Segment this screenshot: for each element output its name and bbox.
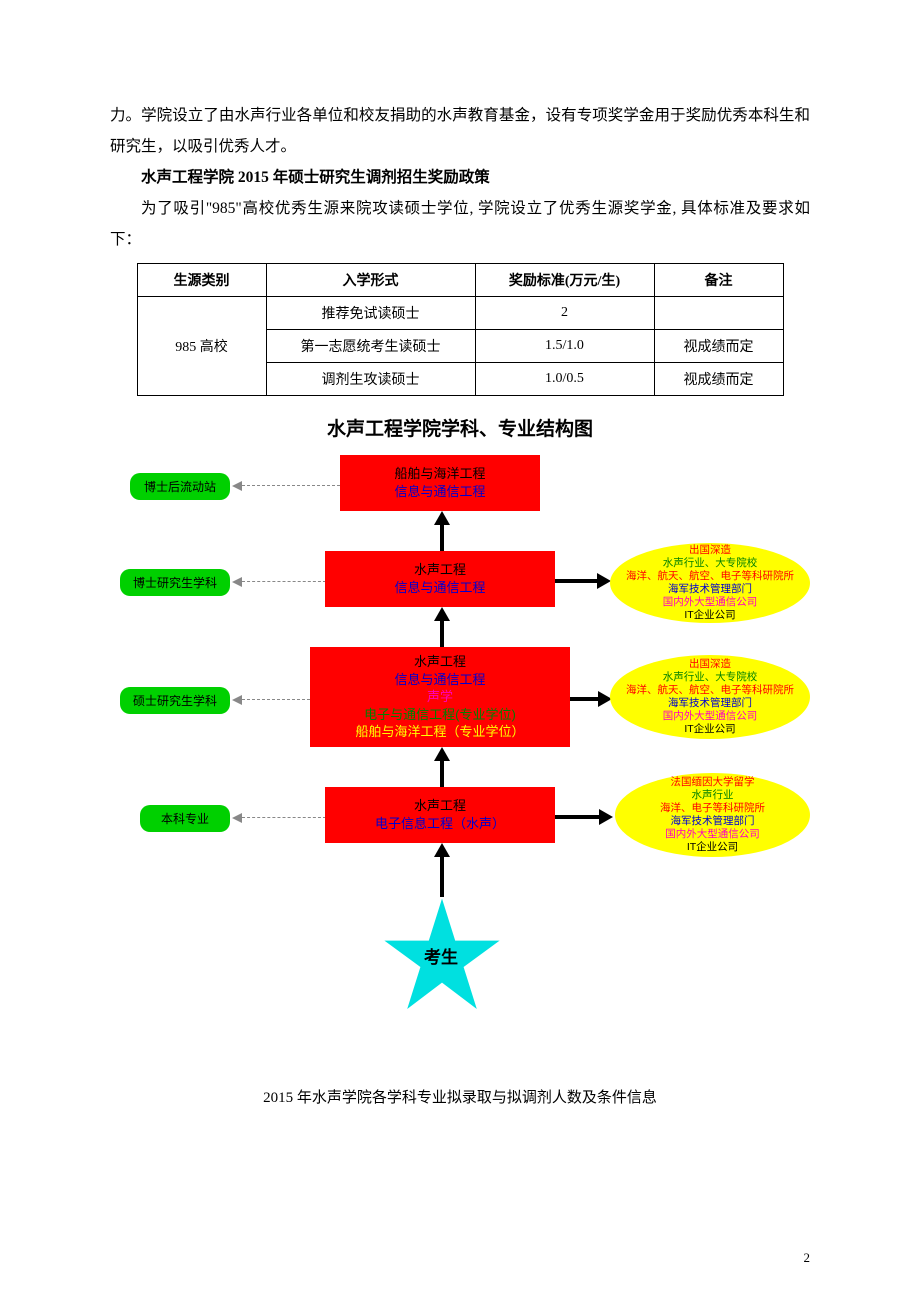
destination-line: 海军技术管理部门 — [616, 583, 804, 596]
td-form: 第一志愿统考生读硕士 — [266, 330, 475, 363]
page-number: 2 — [804, 1250, 811, 1266]
table-row: 985 高校 推荐免试读硕士 2 — [137, 297, 783, 330]
discipline-line: 信息与通信工程 — [331, 579, 549, 597]
discipline-line: 信息与通信工程 — [316, 671, 564, 689]
discipline-line: 信息与通信工程 — [346, 483, 534, 501]
discipline-line: 水声工程 — [331, 797, 549, 815]
destination-line: 海洋、航天、航空、电子等科研院所 — [616, 684, 804, 697]
destination-line: 国内外大型通信公司 — [621, 828, 804, 841]
td-form: 调剂生攻读硕士 — [266, 363, 475, 396]
intro-paragraph: 为了吸引"985"高校优秀生源来院攻读硕士学位, 学院设立了优秀生源奖学金, 具… — [110, 193, 810, 255]
td-note: 视成绩而定 — [654, 363, 783, 396]
destination-ellipse: 法国缅因大学留学水声行业海洋、电子等科研院所海军技术管理部门国内外大型通信公司I… — [615, 773, 810, 857]
td-form: 推荐免试读硕士 — [266, 297, 475, 330]
destination-line: 海洋、电子等科研院所 — [621, 802, 804, 815]
dashed-connector — [232, 577, 326, 587]
level-label: 本科专业 — [140, 805, 230, 832]
intro-text-a: 为了吸引 — [141, 200, 206, 217]
discipline-box: 水声工程电子信息工程（水声） — [325, 787, 555, 843]
dashed-connector — [232, 481, 340, 491]
td-standard: 1.5/1.0 — [475, 330, 654, 363]
destination-ellipse: 出国深造水声行业、大专院校海洋、航天、航空、电子等科研院所海军技术管理部门国内外… — [610, 543, 810, 623]
td-note: 视成绩而定 — [654, 330, 783, 363]
destination-line: 海洋、航天、航空、电子等科研院所 — [616, 570, 804, 583]
destination-line: 出国深造 — [616, 544, 804, 557]
destination-line: 出国深造 — [616, 658, 804, 671]
up-arrow-icon — [434, 747, 450, 787]
th-standard: 奖励标准(万元/生) — [475, 264, 654, 297]
discipline-line: 水声工程 — [331, 561, 549, 579]
level-label: 硕士研究生学科 — [120, 687, 230, 714]
td-standard: 1.0/0.5 — [475, 363, 654, 396]
intro-text-b: "985" — [206, 200, 242, 217]
destination-line: 水声行业、大专院校 — [616, 671, 804, 684]
discipline-line: 声学 — [316, 688, 564, 706]
right-arrow-icon — [555, 573, 611, 589]
right-arrow-icon — [555, 809, 613, 825]
th-note: 备注 — [654, 264, 783, 297]
discipline-line: 电子信息工程（水声） — [331, 815, 549, 833]
bottom-caption: 2015 年水声学院各学科专业拟录取与拟调剂人数及条件信息 — [110, 1083, 810, 1113]
section-heading: 水声工程学院 2015 年硕士研究生调剂招生奖励政策 — [110, 162, 810, 193]
diagram-title: 水声工程学院学科、专业结构图 — [110, 414, 810, 441]
td-note — [654, 297, 783, 330]
up-arrow-icon — [434, 843, 450, 897]
level-label: 博士后流动站 — [130, 473, 230, 500]
structure-diagram: 博士后流动站博士研究生学科硕士研究生学科本科专业船舶与海洋工程信息与通信工程水声… — [110, 455, 810, 1055]
th-category: 生源类别 — [137, 264, 266, 297]
destination-line: 国内外大型通信公司 — [616, 596, 804, 609]
discipline-line: 船舶与海洋工程 — [346, 465, 534, 483]
destination-line: 法国缅因大学留学 — [621, 776, 804, 789]
paragraph-continuation: 力。学院设立了由水声行业各单位和校友捐助的水声教育基金，设有专项奖学金用于奖励优… — [110, 100, 810, 162]
right-arrow-icon — [570, 691, 612, 707]
discipline-box: 水声工程信息与通信工程声学电子与通信工程(专业学位)船舶与海洋工程（专业学位） — [310, 647, 570, 747]
destination-ellipse: 出国深造水声行业、大专院校海洋、航天、航空、电子等科研院所海军技术管理部门国内外… — [610, 655, 810, 739]
up-arrow-icon — [434, 511, 450, 551]
destination-line: 国内外大型通信公司 — [616, 710, 804, 723]
destination-line: 海军技术管理部门 — [616, 697, 804, 710]
table-header-row: 生源类别 入学形式 奖励标准(万元/生) 备注 — [137, 264, 783, 297]
td-standard: 2 — [475, 297, 654, 330]
destination-line: IT企业公司 — [616, 723, 804, 736]
th-form: 入学形式 — [266, 264, 475, 297]
destination-line: 水声行业、大专院校 — [616, 557, 804, 570]
discipline-line: 水声工程 — [316, 653, 564, 671]
dashed-connector — [232, 813, 326, 823]
policy-table: 生源类别 入学形式 奖励标准(万元/生) 备注 985 高校 推荐免试读硕士 2… — [137, 263, 784, 396]
discipline-line: 船舶与海洋工程（专业学位） — [316, 723, 564, 741]
td-category: 985 高校 — [137, 297, 266, 396]
level-label: 博士研究生学科 — [120, 569, 230, 596]
discipline-box: 船舶与海洋工程信息与通信工程 — [340, 455, 540, 511]
discipline-line: 电子与通信工程(专业学位) — [316, 706, 564, 724]
destination-line: IT企业公司 — [621, 841, 804, 854]
up-arrow-icon — [434, 607, 450, 647]
discipline-box: 水声工程信息与通信工程 — [325, 551, 555, 607]
destination-line: 水声行业 — [621, 789, 804, 802]
destination-line: 海军技术管理部门 — [621, 815, 804, 828]
candidate-star-label: 考生 — [424, 943, 458, 968]
destination-line: IT企业公司 — [616, 609, 804, 622]
dashed-connector — [232, 695, 310, 705]
